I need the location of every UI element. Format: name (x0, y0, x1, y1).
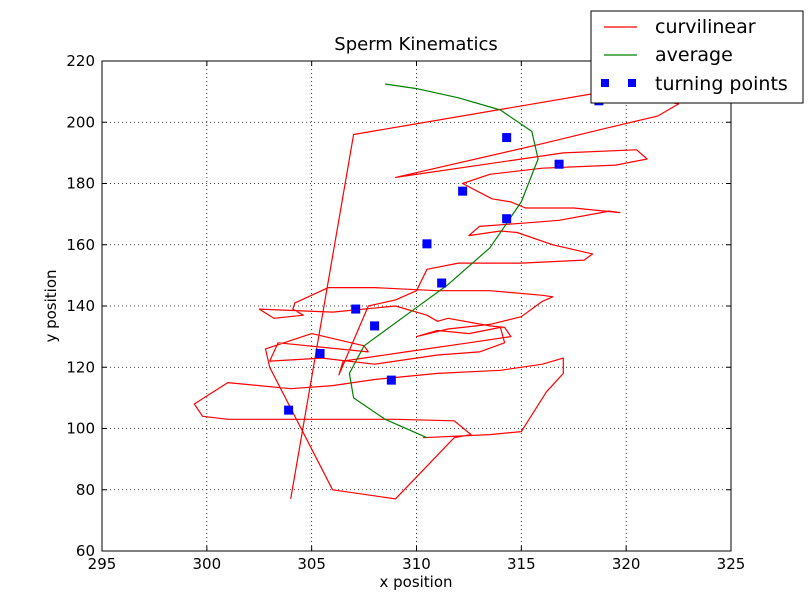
legend-marker-turning-points-1 (601, 79, 609, 87)
x-tick-label: 300 (193, 555, 222, 573)
legend-label-curvilinear: curvilinear (655, 16, 756, 38)
x-axis-title: x position (379, 573, 452, 591)
turning-point-marker (554, 159, 564, 169)
y-axis-title: y position (42, 269, 60, 342)
turning-point-marker (284, 405, 294, 415)
series-line-average (348, 83, 539, 439)
x-tick-label: 310 (402, 555, 431, 573)
turning-point-marker (502, 133, 512, 143)
legend-marker-turning-points-2 (628, 79, 636, 87)
turning-point-marker (422, 239, 432, 249)
grid (102, 61, 731, 551)
legend-box (590, 10, 804, 104)
turning-point-marker (458, 186, 468, 196)
turning-point-marker (351, 304, 361, 314)
x-tick-label: 305 (297, 555, 326, 573)
x-tick-label: 320 (612, 555, 641, 573)
y-tick-label: 180 (66, 175, 95, 193)
y-tick-label: 220 (66, 52, 95, 70)
legend: curvilinear average turning points (590, 10, 804, 104)
legend-label-turning-points: turning points (655, 73, 788, 95)
legend-label-average: average (655, 44, 733, 66)
plot-frame (101, 60, 732, 552)
y-tick-label: 160 (66, 236, 95, 254)
turning-point-marker (437, 278, 447, 288)
turning-point-marker (370, 321, 380, 331)
turning-point-marker (315, 348, 325, 358)
y-tick-labels: 60 80 100 120 140 160 180 200 220 (66, 52, 95, 560)
x-tick-label: 295 (88, 555, 117, 573)
series-line-curvilinear (193, 90, 680, 500)
turning-point-marker (386, 375, 396, 385)
x-tick-labels: 295 300 305 310 315 320 325 (88, 555, 746, 573)
y-tick-label: 100 (66, 420, 95, 438)
y-tick-label: 120 (66, 358, 95, 376)
turning-point-marker (502, 214, 512, 224)
y-tick-label: 140 (66, 297, 95, 315)
y-tick-label: 80 (76, 481, 95, 499)
x-tick-label: 315 (507, 555, 536, 573)
chart-title: Sperm Kinematics (334, 34, 497, 55)
x-tick-label: 325 (717, 555, 746, 573)
y-tick-label: 200 (66, 113, 95, 131)
y-tick-label: 60 (76, 542, 95, 560)
